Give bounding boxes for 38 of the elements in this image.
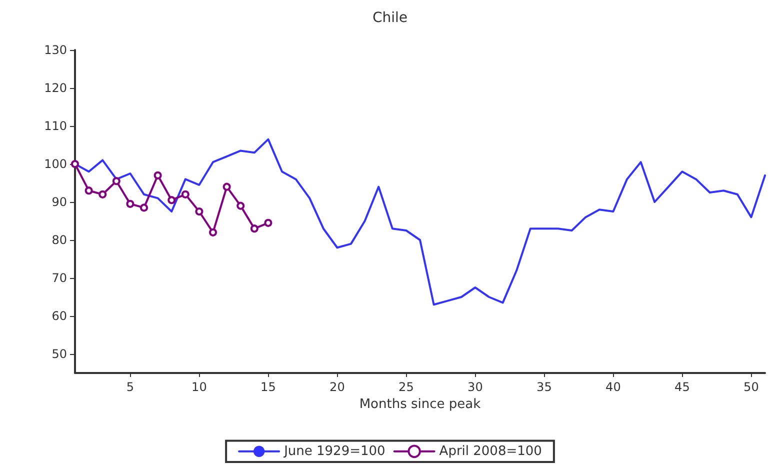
y-tick-label: 100 [44,157,67,171]
x-tick-label: 20 [330,380,345,394]
y-tick-label: 110 [44,119,67,133]
y-tick-label: 130 [44,43,67,57]
x-tick-label: 45 [674,380,690,394]
chart-title: Chile [372,10,408,26]
x-tick-label: 40 [606,380,621,394]
x-tick-label: 50 [744,380,759,394]
point [84,186,93,195]
point [264,218,272,227]
point [154,171,162,180]
legend-label: April 2008=100 [439,444,542,459]
x-tick-label: 15 [260,380,276,394]
y-tick-label: 90 [52,195,67,209]
y-tick-label: 120 [44,81,67,95]
legend-label: June 1929=100 [283,444,386,459]
x-tick-label: 25 [398,380,414,394]
y-tick-label: 70 [52,271,67,285]
point [140,204,148,212]
y-tick-label: 60 [52,309,67,323]
x-tick-label: 30 [468,380,483,394]
point [126,200,134,208]
x-tick-label: 5 [126,380,134,394]
point [209,228,217,236]
point [236,202,245,210]
point [112,177,120,186]
y-tick-label: 50 [52,347,67,361]
x-tick-label: 35 [536,380,552,394]
point [98,190,107,198]
x-tick-label: 10 [192,380,207,394]
point [71,160,79,168]
y-tick-label: 80 [52,233,67,247]
point [250,224,258,233]
point [181,190,190,198]
point [222,182,231,191]
point [195,208,204,216]
point [168,196,176,204]
x-axis-title: Months since peak [359,396,482,412]
